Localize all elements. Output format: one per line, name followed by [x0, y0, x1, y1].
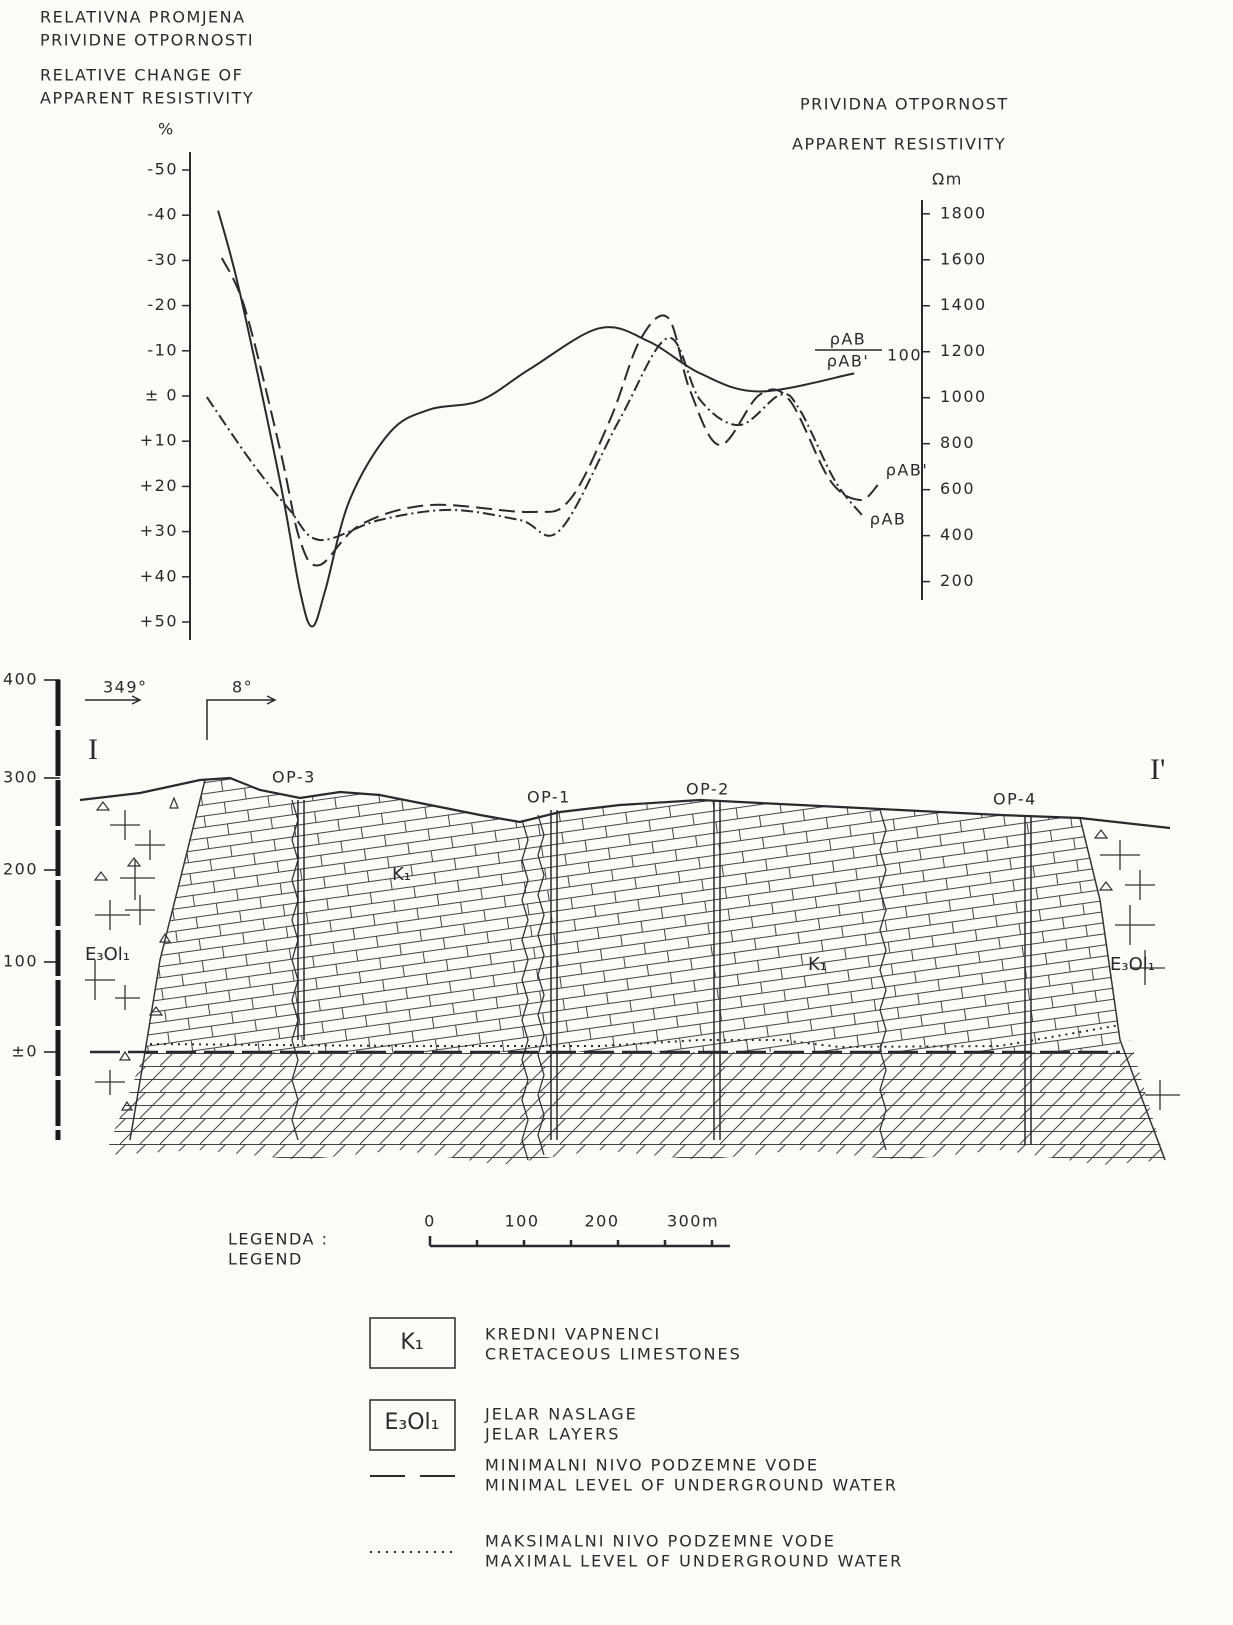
y-axis-title: PRIVIDNE OTPORNOSTI [40, 31, 254, 50]
y-axis-title: RELATIVNA PROMJENA [40, 8, 246, 27]
series-line [220, 257, 879, 567]
y2-tick-label: 400 [940, 525, 975, 544]
y-tick-label: +20 [140, 476, 178, 495]
y-tick-label: +30 [140, 521, 178, 540]
y-tick-label: -40 [147, 205, 178, 224]
fault [291, 799, 299, 1141]
legend-title: LEGEND [228, 1250, 303, 1269]
legend-text: MINIMAL LEVEL OF UNDERGROUND WATER [485, 1476, 898, 1495]
azimuth-arrow [85, 695, 277, 740]
contact [1079, 817, 1166, 1161]
elevation-label: 100 [3, 952, 38, 971]
scale-label: 0 [424, 1212, 436, 1231]
azimuth-label: 349° [103, 678, 148, 697]
series-line [217, 210, 855, 628]
base-body [105, 1040, 1165, 1165]
elevation-label: 300 [3, 768, 38, 787]
y2-axis-unit: Ωm [932, 170, 963, 189]
y-axis-unit: % [158, 120, 175, 139]
legend-title: LEGENDA : [228, 1230, 328, 1249]
scale-bar [428, 1236, 730, 1248]
topography [79, 776, 1171, 830]
scale-label: 300m [667, 1212, 719, 1231]
series-label: ρAB' [886, 461, 928, 480]
fault [879, 809, 887, 1151]
y-axis-title: RELATIVE CHANGE OF [40, 66, 243, 85]
y-tick-label: -50 [147, 160, 178, 179]
jelar-symbols [93, 796, 1114, 1111]
legend-text: CRETACEOUS LIMESTONES [485, 1345, 742, 1364]
y2-axis-title: APPARENT RESISTIVITY [792, 135, 1006, 154]
legend-text: MAXIMAL LEVEL OF UNDERGROUND WATER [485, 1552, 903, 1571]
legend-symbol: E₃Ol₁ [385, 1410, 440, 1435]
well-label: OP-4 [993, 790, 1037, 809]
ratio-denominator: ρAB' [827, 352, 869, 371]
elevation-label: 200 [3, 860, 38, 879]
legend-text: MINIMALNI NIVO PODZEMNE VODE [485, 1456, 819, 1475]
y-tick-label: +10 [140, 431, 178, 450]
well-label: OP-1 [527, 788, 571, 807]
legend-text: KREDNI VAPNENCI [485, 1325, 661, 1344]
profile-end: I [88, 733, 98, 766]
y-tick-label: -10 [147, 340, 178, 359]
y2-tick-label: 1200 [940, 341, 987, 360]
elevation-label: 400 [3, 670, 38, 689]
legend-symbol: K₁ [400, 1330, 423, 1355]
y2-tick-label: 800 [940, 433, 975, 452]
y-axis-title: APPARENT RESISTIVITY [40, 89, 254, 108]
legend-box [369, 1399, 456, 1451]
ratio-factor: 100 [887, 346, 922, 365]
legend-text: JELAR NASLAGE [484, 1405, 638, 1424]
jelar-symbols [85, 810, 1180, 1110]
y-tick-label: -30 [147, 250, 178, 269]
y2-tick-label: 1600 [940, 249, 987, 268]
fault [537, 814, 545, 1156]
legend-box [369, 1317, 456, 1369]
fault [521, 819, 529, 1161]
limestone-body [145, 778, 1120, 1052]
well-label: OP-3 [272, 768, 316, 787]
unit-label: K₁ [392, 864, 411, 885]
azimuth-label: 8° [232, 678, 253, 697]
well [297, 800, 1032, 1145]
y2-tick-label: 200 [940, 571, 975, 590]
unit-label: E₃Ol₁ [85, 944, 130, 965]
legend-text: JELAR LAYERS [484, 1425, 620, 1444]
profile-end: I' [1150, 753, 1165, 786]
legend-text: MAKSIMALNI NIVO PODZEMNE VODE [485, 1532, 836, 1551]
elevation-label: ±0 [11, 1042, 38, 1061]
scale-label: 200 [584, 1212, 619, 1231]
elevation-ticks [44, 679, 60, 1053]
y2-tick-label: 1000 [940, 387, 987, 406]
y2-tick-label: 600 [940, 479, 975, 498]
y-tick-label: +50 [140, 612, 178, 631]
series-label: ρAB [870, 509, 907, 528]
ratio-numerator: ρAB [830, 330, 867, 349]
contact [129, 779, 206, 1141]
scale-label: 100 [504, 1212, 539, 1231]
y2-tick-label: 1800 [940, 203, 987, 222]
series-line [206, 336, 863, 542]
y2-axis-title: PRIVIDNA OTPORNOST [800, 95, 1009, 114]
unit-label: E₃Ol₁ [1110, 954, 1155, 975]
well-label: OP-2 [686, 780, 730, 799]
y-tick-label: -20 [147, 295, 178, 314]
y-tick-label: +40 [140, 566, 178, 585]
unit-label: K₁ [808, 954, 827, 975]
y2-tick-label: 1400 [940, 295, 987, 314]
y-tick-label: ± 0 [145, 386, 178, 405]
